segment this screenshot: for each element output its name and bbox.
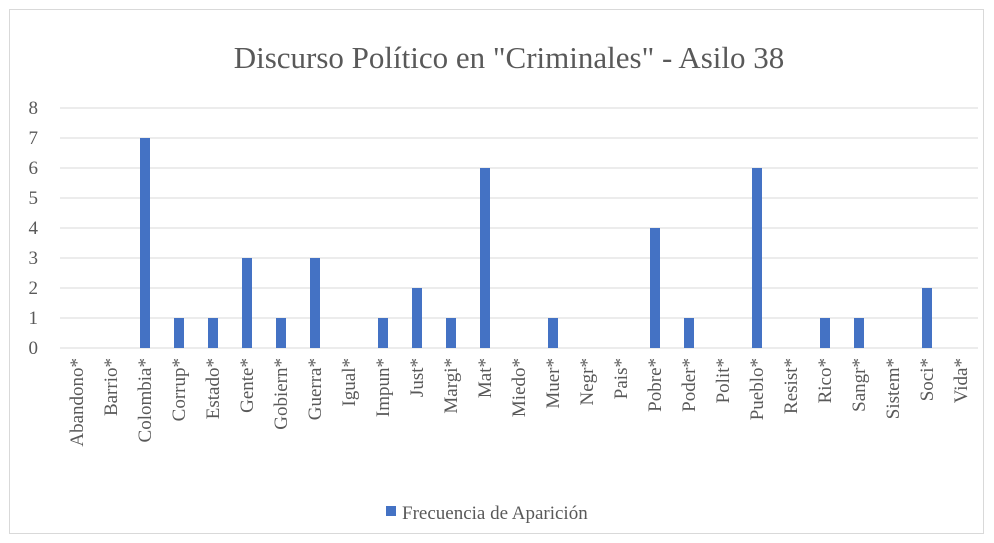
x-tick-label: Muer*	[543, 358, 564, 409]
x-tick-label: Negr*	[577, 358, 598, 405]
bar	[242, 258, 252, 348]
y-tick-label: 5	[29, 188, 39, 209]
legend: Frecuencia de Aparición	[386, 503, 588, 524]
bar	[446, 318, 456, 348]
x-tick-label: Poder*	[679, 358, 700, 412]
y-tick-label: 1	[29, 308, 39, 329]
bar	[684, 318, 694, 348]
bar	[208, 318, 218, 348]
bar	[378, 318, 388, 348]
x-tick-label: Sangr*	[849, 358, 870, 412]
x-tick-label: Resist*	[781, 358, 802, 414]
bar	[140, 138, 150, 348]
x-tick-label: Miedo*	[509, 358, 530, 417]
x-tick-label: Pais*	[611, 358, 632, 399]
x-tick-label: Rico*	[815, 358, 836, 403]
x-tick-label: Abandono*	[67, 358, 88, 447]
x-tick-label: Pobre*	[645, 358, 666, 412]
y-tick-label: 2	[29, 278, 39, 299]
bar	[922, 288, 932, 348]
bar	[174, 318, 184, 348]
legend-label: Frecuencia de Aparición	[402, 503, 588, 524]
y-tick-label: 0	[29, 338, 39, 359]
x-tick-label: Impun*	[373, 358, 394, 417]
x-tick-label: Corrup*	[169, 358, 190, 421]
x-tick-label: Gente*	[237, 358, 258, 413]
x-tick-label: Margi*	[441, 358, 462, 414]
bar	[752, 168, 762, 348]
y-tick-label: 7	[29, 128, 39, 149]
legend-swatch	[386, 506, 396, 516]
x-tick-label: Pueblo*	[747, 358, 768, 420]
bar	[548, 318, 558, 348]
x-tick-label: Gobiern*	[271, 358, 292, 430]
x-tick-label: Vida*	[951, 358, 972, 403]
x-tick-label: Just*	[407, 358, 428, 397]
bar	[276, 318, 286, 348]
y-axis-ticks: 0 1 2 3 4 5 6 7 8	[29, 98, 39, 359]
bars	[140, 138, 932, 348]
x-tick-label: Sistem*	[883, 358, 904, 419]
chart-title: Discurso Político en "Criminales" - Asil…	[234, 40, 785, 75]
y-tick-label: 8	[29, 98, 39, 119]
x-axis-ticks: Abandono* Barrio* Colombia* Corrup* Estado* G…	[67, 358, 972, 447]
chart-frame	[9, 9, 984, 534]
x-tick-label: Estado*	[203, 358, 224, 419]
x-tick-label: Polit*	[713, 358, 734, 403]
bar	[820, 318, 830, 348]
gridlines	[60, 107, 978, 349]
x-tick-label: Barrio*	[101, 358, 122, 416]
x-tick-label: Guerra*	[305, 358, 326, 420]
bar	[650, 228, 660, 348]
x-tick-label: Mat*	[475, 358, 496, 398]
x-tick-label: Soci*	[917, 358, 938, 401]
x-tick-label: Igual*	[339, 358, 360, 407]
bar	[310, 258, 320, 348]
y-tick-label: 6	[29, 158, 39, 179]
y-tick-label: 3	[29, 248, 39, 269]
x-tick-label: Colombia*	[135, 358, 156, 442]
bar	[480, 168, 490, 348]
bar	[854, 318, 864, 348]
y-tick-label: 4	[29, 218, 39, 239]
bar	[412, 288, 422, 348]
